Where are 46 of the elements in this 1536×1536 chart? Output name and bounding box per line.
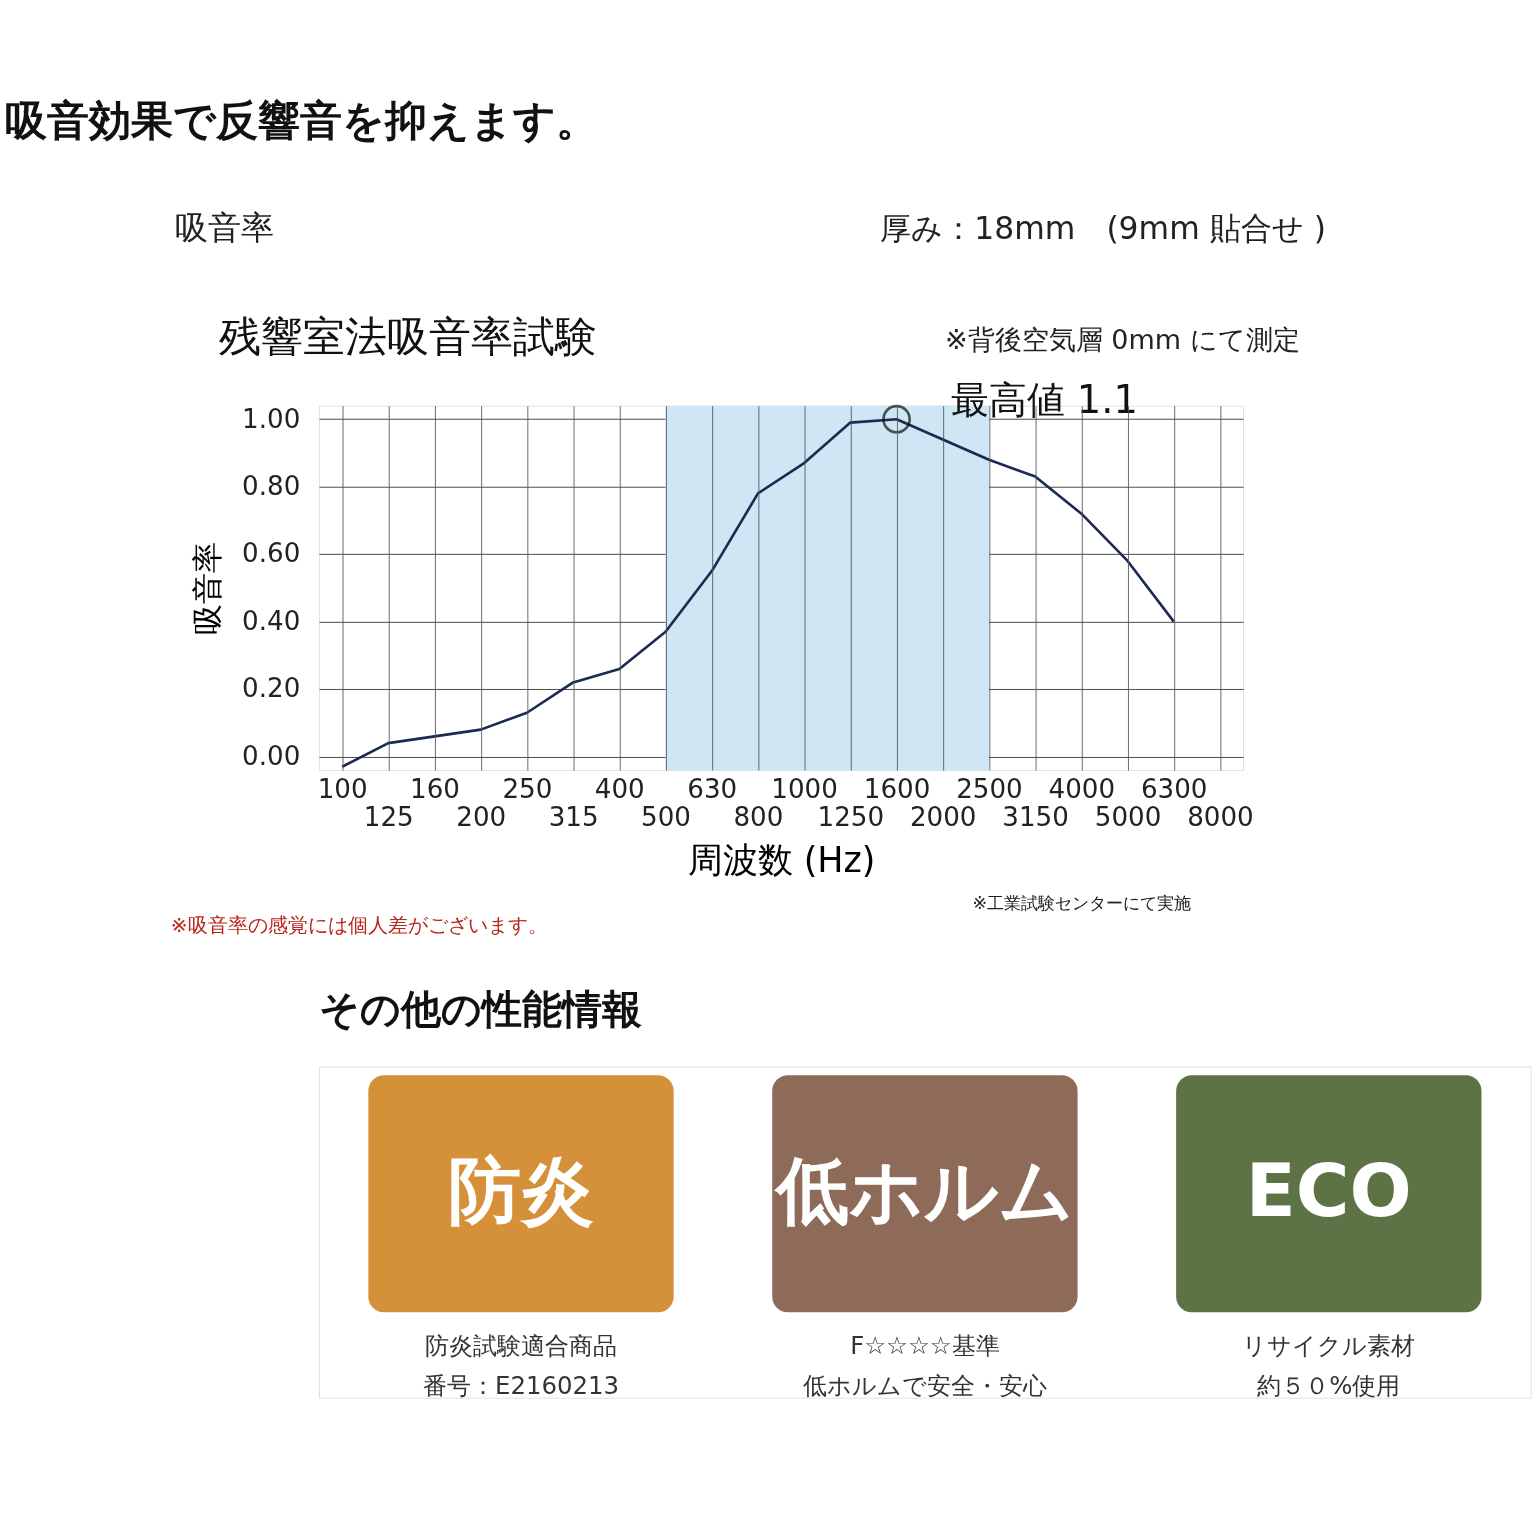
y-tick-label: 0.20 bbox=[242, 673, 301, 704]
annotation: 最高値 1.1 bbox=[950, 377, 1138, 423]
x-tick-label: 3150 bbox=[1002, 802, 1069, 833]
x-tick-label: 6300 bbox=[1140, 774, 1208, 805]
x-tick-label: 2500 bbox=[956, 774, 1023, 805]
y-tick-label: 0.60 bbox=[242, 538, 301, 569]
chart-subtitle: 残響室法吸音率試験 bbox=[218, 311, 597, 361]
x-axis-title: 周波数 (Hz) bbox=[687, 839, 876, 880]
text: 低ホルムで安全・安心 bbox=[802, 1371, 1047, 1401]
x-tick-label: 4000 bbox=[1048, 774, 1116, 805]
x-tick-label: 200 bbox=[456, 802, 507, 833]
x-tick-label: 500 bbox=[641, 802, 691, 833]
x-tick-label: 250 bbox=[502, 774, 553, 805]
text: ※工業試験センターにて実施 bbox=[972, 892, 1192, 913]
category-label: 低ホルム bbox=[772, 1147, 1074, 1233]
text: その他の性能情報 bbox=[319, 985, 643, 1032]
x-tick-label: 1600 bbox=[863, 774, 931, 805]
category-label: ECO bbox=[1245, 1147, 1412, 1233]
category-label: 防炎 bbox=[448, 1147, 595, 1233]
text: 約５０%使用 bbox=[1257, 1371, 1401, 1401]
x-tick-label: 1250 bbox=[817, 802, 885, 833]
text: F☆☆☆☆基準 bbox=[850, 1331, 1000, 1361]
x-tick-label: 160 bbox=[410, 774, 460, 805]
x-tick-label: 100 bbox=[317, 774, 368, 805]
text: ※吸音率の感覚には個人差がございます。 bbox=[170, 913, 548, 938]
x-tick-label: 1000 bbox=[771, 774, 838, 805]
text: 防炎試験適合商品 bbox=[425, 1331, 618, 1361]
y-tick-label: 1.00 bbox=[242, 403, 301, 434]
text: 番号：E2160213 bbox=[422, 1371, 620, 1401]
text: 厚み：18mm (9mm 貼合せ ) bbox=[880, 210, 1326, 247]
y-tick-label: 0.80 bbox=[242, 470, 301, 501]
x-tick-label: 400 bbox=[594, 774, 645, 805]
x-tick-label: 800 bbox=[733, 802, 784, 833]
x-tick-label: 315 bbox=[548, 802, 599, 833]
text: 吸音率 bbox=[175, 208, 275, 248]
y-tick-label: 0.40 bbox=[242, 605, 301, 636]
y-tick-label: 0.00 bbox=[242, 740, 301, 771]
x-tick-label: 5000 bbox=[1094, 802, 1162, 833]
y-axis-title: 吸音率 bbox=[188, 541, 225, 635]
x-tick-label: 8000 bbox=[1187, 802, 1254, 833]
x-tick-label: 2000 bbox=[909, 802, 977, 833]
x-tick-label: 125 bbox=[363, 802, 414, 833]
chart-title: 吸音効果で反響音を抑えます。 bbox=[5, 95, 599, 145]
x-tick-label: 630 bbox=[687, 774, 738, 805]
text: ※背後空気層 0mm にて測定 bbox=[945, 324, 1300, 356]
text: リサイクル素材 bbox=[1242, 1331, 1416, 1361]
